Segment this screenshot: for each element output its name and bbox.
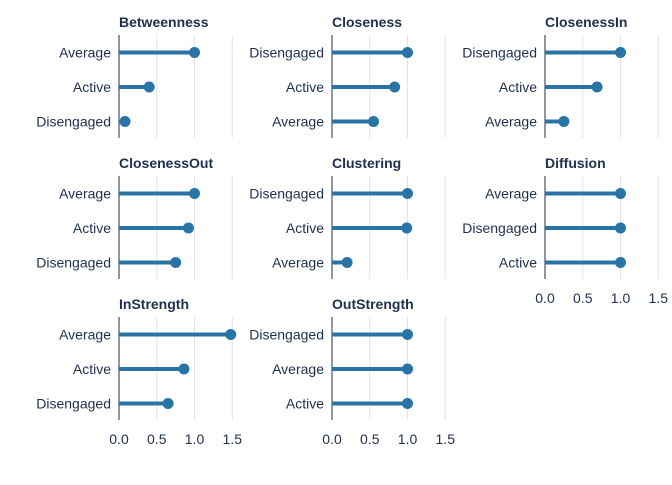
lollipop-point <box>119 116 131 127</box>
panel-title: ClosenessOut <box>119 155 213 171</box>
lollipop-point <box>402 329 413 340</box>
x-axis: 0.0 0.5 1.0 1.5 <box>322 431 455 447</box>
panel-title: Clustering <box>332 155 401 171</box>
panel-instrength: InStrength Average Active Disengaged <box>36 296 237 420</box>
lollipop-point <box>615 257 626 268</box>
category-label: Active <box>499 79 537 95</box>
x-tick-label: 0.0 <box>109 431 129 447</box>
panel-title: Betweenness <box>119 14 209 30</box>
panel-outstrength: OutStrength Disengaged Average Active <box>249 296 446 420</box>
panel-title: Diffusion <box>545 155 606 171</box>
x-tick-label: 1.0 <box>398 431 418 447</box>
lollipop-point <box>591 81 603 93</box>
lollipop-point <box>402 363 413 375</box>
lollipop-point <box>389 81 401 93</box>
lollipop-point <box>341 257 353 268</box>
panel-diffusion: Diffusion Average Disengaged Active <box>462 155 659 279</box>
lollipop-point <box>189 188 200 199</box>
category-label: Disengaged <box>249 186 324 202</box>
x-tick-label: 0.0 <box>535 290 555 306</box>
category-label: Active <box>286 396 324 412</box>
category-label: Disengaged <box>249 327 324 343</box>
category-label: Active <box>73 79 111 95</box>
x-tick-label: 0.0 <box>322 431 342 447</box>
panel-title: ClosenessIn <box>545 14 627 30</box>
lollipop-point <box>402 398 413 409</box>
category-label: Average <box>272 361 324 377</box>
x-axis: 0.0 0.5 1.0 1.5 <box>535 290 668 306</box>
x-tick-label: 0.5 <box>147 431 167 447</box>
panel-clustering: Clustering Disengaged Active Average <box>249 155 446 279</box>
category-label: Active <box>286 79 324 95</box>
panel-title: OutStrength <box>332 296 414 312</box>
lollipop-point <box>170 257 182 268</box>
x-axis: 0.0 0.5 1.0 1.5 <box>109 431 242 447</box>
category-label: Average <box>485 186 537 202</box>
lollipop-point <box>615 222 626 234</box>
lollipop-point <box>178 363 190 375</box>
category-label: Disengaged <box>36 255 111 271</box>
lollipop-point <box>368 116 380 127</box>
lollipop-point <box>401 222 413 234</box>
panel-closenessout: ClosenessOut Average Active Disengaged <box>36 155 233 279</box>
lollipop-point <box>402 47 413 58</box>
lollipop-point <box>402 188 413 199</box>
lollipop-point <box>225 329 237 340</box>
x-tick-label: 1.0 <box>185 431 205 447</box>
lollipop-point <box>615 188 626 199</box>
category-label: Disengaged <box>462 220 537 236</box>
x-tick-label: 0.5 <box>360 431 380 447</box>
x-tick-label: 1.5 <box>649 290 669 306</box>
x-tick-label: 1.5 <box>436 431 456 447</box>
lollipop-point <box>143 81 155 93</box>
lollipop-point <box>615 47 626 58</box>
category-label: Average <box>272 255 324 271</box>
panel-closenessin: ClosenessIn Disengaged Active Average <box>462 14 659 138</box>
x-tick-label: 1.0 <box>611 290 631 306</box>
category-label: Disengaged <box>36 114 111 130</box>
lollipop-point <box>558 116 570 127</box>
category-label: Average <box>485 114 537 130</box>
x-tick-label: 1.5 <box>223 431 243 447</box>
panel-betweenness: Betweenness Average Active Disengaged <box>36 14 233 138</box>
lollipop-point <box>182 222 194 234</box>
x-tick-label: 0.5 <box>573 290 593 306</box>
panel-title: Closeness <box>332 14 402 30</box>
category-label: Average <box>272 114 324 130</box>
category-label: Average <box>59 186 111 202</box>
category-label: Active <box>73 220 111 236</box>
lollipop-point <box>189 47 200 58</box>
category-label: Disengaged <box>36 396 111 412</box>
category-label: Average <box>59 327 111 343</box>
category-label: Active <box>73 361 111 377</box>
lollipop-point <box>162 398 174 409</box>
category-label: Active <box>286 220 324 236</box>
panel-title: InStrength <box>119 296 189 312</box>
category-label: Average <box>59 45 111 61</box>
category-label: Disengaged <box>249 45 324 61</box>
category-label: Active <box>499 255 537 271</box>
panel-closeness: Closeness Disengaged Active Average <box>249 14 446 138</box>
category-label: Disengaged <box>462 45 537 61</box>
